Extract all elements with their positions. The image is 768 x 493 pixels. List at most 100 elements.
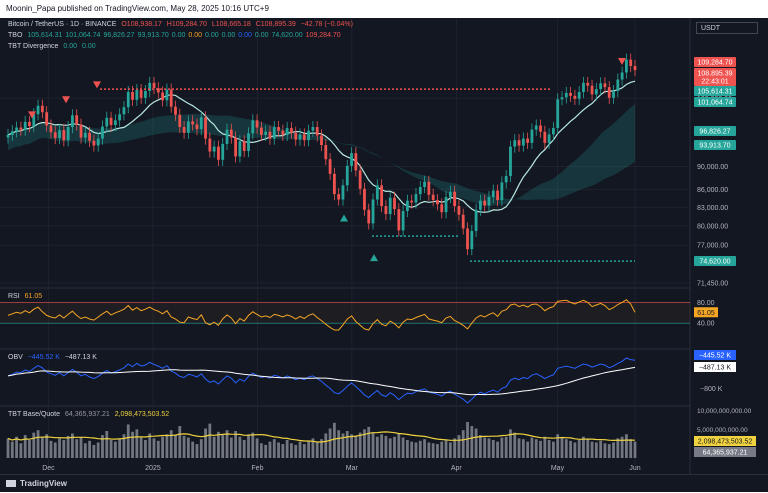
candle-body [521,138,525,146]
candle-body [247,133,250,151]
candle-body [144,91,147,98]
volume-bar [328,428,332,458]
candle-body [96,138,100,146]
volume-bar [242,440,246,458]
volume-bar [586,438,590,458]
candle-body [517,140,521,146]
candle-body [509,146,512,177]
volume-bar [367,426,371,458]
volume-bar [88,440,91,458]
candle-body [294,132,298,140]
candle-body [217,146,220,160]
rsi-line [7,299,636,331]
volume-bar [208,423,212,458]
volume-bar [478,435,482,458]
candle-body [483,200,487,206]
time-tick-label: 2025 [145,465,161,472]
volume-bar [272,439,276,458]
price-tag-label: 22:43:01 [701,79,728,86]
volume-legend-value-1: 64,365,937.21 [64,411,110,418]
candle-body [586,82,590,86]
sell-signal-icon [93,81,101,89]
candle-body [62,130,66,141]
volume-bar [534,439,538,458]
time-tick-label: Jun [629,465,640,472]
candle-body [208,138,212,152]
volume-bar [264,444,268,458]
volume-bar [169,430,173,458]
candle-body [92,140,96,146]
volume-bar [32,432,36,458]
candle-body [277,127,280,131]
volume-bar [320,439,323,458]
volume-bar [414,442,418,458]
candle-body [603,83,607,88]
candle-body [388,197,392,215]
volume-bar [204,428,207,458]
candle-body [139,90,143,98]
volume-bar [500,437,504,458]
price-tag [694,76,736,86]
tradingview-footer: TradingView [0,474,768,492]
candle-body [71,115,74,128]
obv-legend-value-1: −445.52 K [27,354,60,361]
candle-body [199,117,203,130]
price-tag [694,126,736,136]
volume-bar [577,440,581,458]
candle-body [440,204,444,213]
currency-selector[interactable]: USDT [696,22,758,34]
candle-body [264,131,268,135]
chart-area[interactable]: 103,000.0090,000.0086,000.0083,000.0080,… [0,18,768,474]
tradingview-logo-icon [6,480,16,488]
chart-svg[interactable]: 103,000.0090,000.0086,000.0083,000.0080,… [0,18,768,474]
sell-signal-icon [28,111,36,119]
volume-bar [126,424,130,458]
candle-body [251,120,255,134]
candle-body [354,153,358,171]
candle-body [302,134,306,141]
tbo-legend: TBO 105,614.31 101,064.74 96,826.27 93,913.… [8,32,344,39]
candle-body [358,170,362,189]
candle-body [178,114,182,128]
candle-body [152,82,156,89]
volume-bar [199,439,203,458]
candle-body [380,185,384,207]
volume-bar [178,426,182,458]
volume-bar [517,438,521,458]
volume-bar [440,441,444,458]
tbo-legend-value: 0.00 [238,32,252,39]
candle-body [36,105,40,115]
volume-bar [466,422,469,458]
candle-body [281,130,285,135]
volume-bar [277,442,280,458]
volume-bar [569,440,572,458]
obv-value-tag [694,350,736,360]
candle-body [135,90,139,100]
volume-bar [603,443,607,458]
volume-bar [281,444,285,458]
candle-body [328,159,332,174]
tbo-legend-value: 0.00 [254,32,269,39]
obv-legend-label: OBV [8,354,23,361]
volume-bar [195,444,199,458]
candle-body [75,115,79,125]
volume-bar [62,440,66,458]
obv-ma-value-tag [694,362,736,372]
volume-bar [152,438,156,458]
candle-body [612,91,615,98]
volume-bar [410,441,414,458]
candle-body [405,200,409,211]
candle-body [526,138,530,143]
price-tick-label: 77,000.00 [697,243,728,250]
time-tick-label: Mar [346,465,359,472]
price-tick-label: 90,000.00 [697,164,728,171]
price-tag-label: 93,913.70 [699,143,730,150]
volume-bar [131,431,134,458]
buy-signal-icon [340,214,348,222]
volume-value-tag [694,447,756,457]
volume-bar [148,433,152,458]
candle-body [414,194,418,203]
volume-bar [436,444,439,458]
candle-body [195,124,199,130]
candle-body [418,187,422,195]
